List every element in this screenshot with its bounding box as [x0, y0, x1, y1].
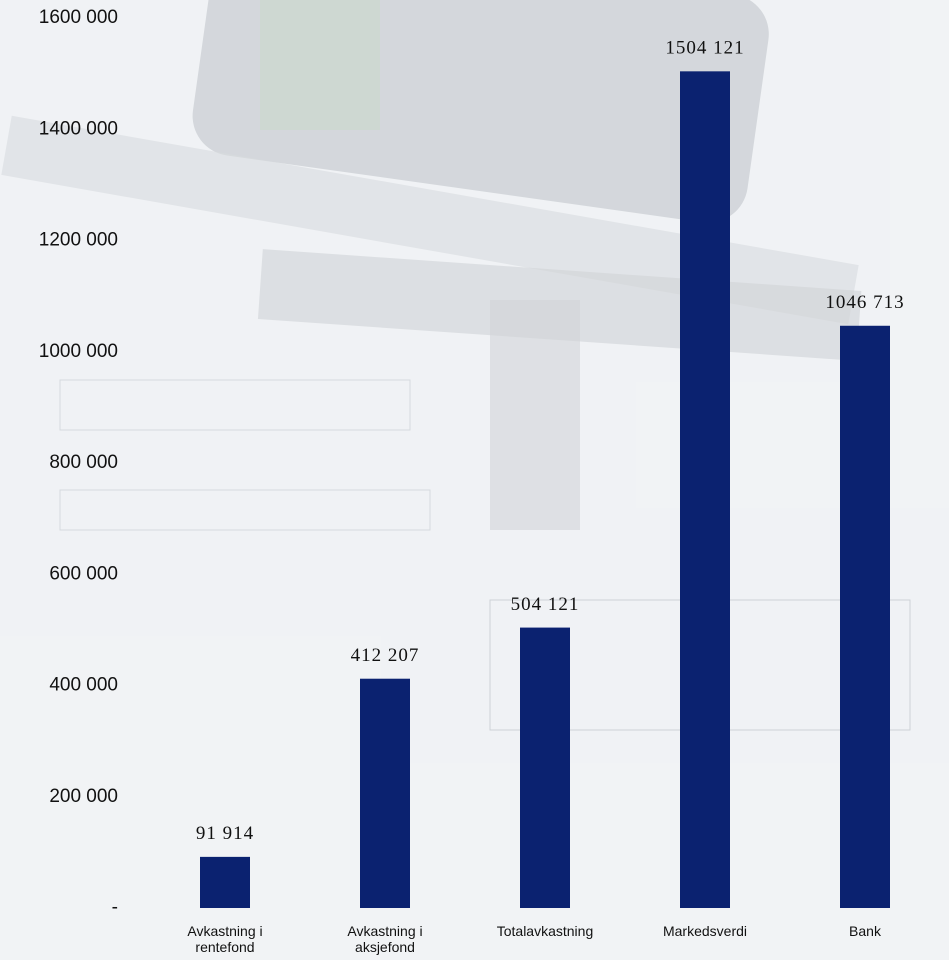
x-tick-label: Bank — [849, 923, 881, 939]
calculator-shape — [192, 0, 769, 223]
y-tick-label: 1200 000 — [39, 230, 118, 251]
ruler-shape — [1, 115, 859, 325]
bar — [360, 678, 410, 908]
y-tick-label: 200 000 — [49, 786, 118, 807]
value-label: 504 121 — [511, 594, 580, 615]
calculator-screen — [260, 0, 380, 130]
y-tick-label: 400 000 — [49, 675, 118, 696]
bar — [520, 627, 570, 908]
value-label: 91 914 — [196, 823, 254, 844]
y-tick-label: 1400 000 — [39, 118, 118, 139]
y-tick-label: 1600 000 — [39, 7, 118, 28]
blueprint-part — [59, 379, 411, 431]
y-tick-label: - — [112, 897, 118, 918]
value-label: 1046 713 — [825, 292, 904, 313]
bar — [840, 325, 890, 909]
x-tick-label: Totalavkastning — [496, 923, 594, 939]
x-tick-label: Avkastning i aksjefond — [347, 923, 423, 955]
y-tick-label: 600 000 — [49, 563, 118, 584]
x-tick-label: Markedsverdi — [662, 923, 748, 939]
y-tick-label: 800 000 — [49, 452, 118, 473]
blueprint-part — [59, 489, 431, 531]
value-label: 1504 121 — [665, 38, 744, 59]
bar — [680, 71, 730, 908]
y-tick-label: 1000 000 — [39, 341, 118, 362]
caliper-jaw — [490, 300, 580, 530]
x-tick-label: Avkastning i rentefond — [187, 923, 263, 955]
bar — [200, 856, 250, 908]
value-label: 412 207 — [351, 645, 420, 666]
